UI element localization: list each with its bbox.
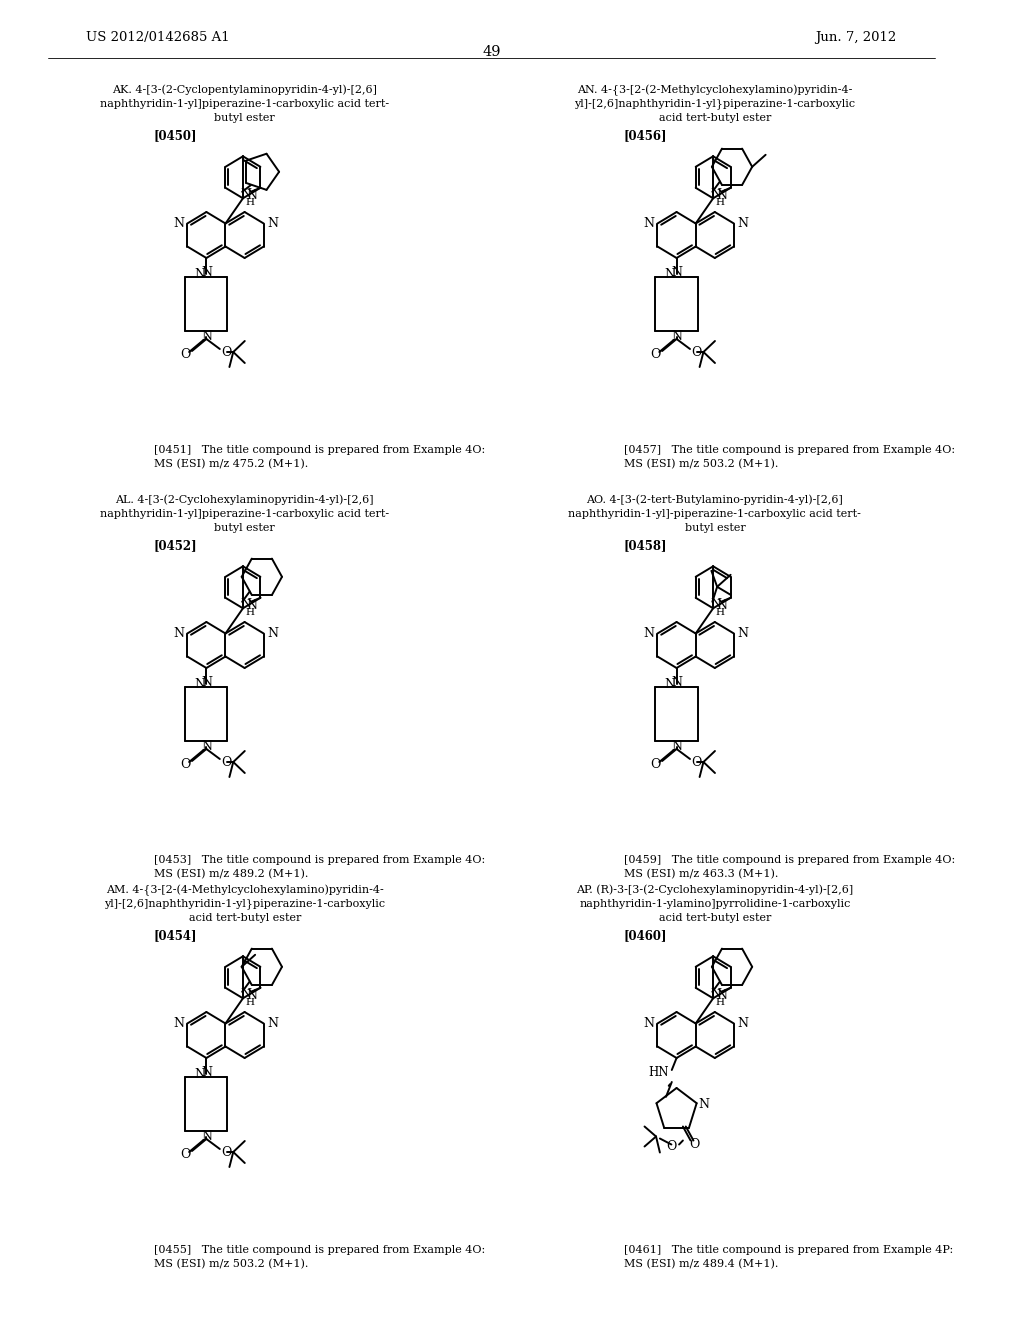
Text: N: N — [737, 216, 749, 230]
Text: [0451]   The title compound is prepared from Example 4O:: [0451] The title compound is prepared fr… — [154, 445, 484, 455]
Text: N: N — [267, 1016, 278, 1030]
Text: N: N — [246, 189, 257, 202]
Text: [0457]   The title compound is prepared from Example 4O:: [0457] The title compound is prepared fr… — [624, 445, 954, 455]
Text: naphthyridin-1-yl]piperazine-1-carboxylic acid tert-: naphthyridin-1-yl]piperazine-1-carboxyli… — [100, 99, 389, 110]
Text: N: N — [716, 599, 727, 611]
Text: N: N — [671, 676, 682, 689]
Text: [0460]: [0460] — [624, 929, 668, 942]
Text: N: N — [711, 598, 722, 611]
Text: O: O — [667, 1140, 677, 1152]
Text: AL. 4-[3-(2-Cyclohexylaminopyridin-4-yl)-[2,6]: AL. 4-[3-(2-Cyclohexylaminopyridin-4-yl)… — [116, 495, 374, 506]
Text: HN: HN — [648, 1067, 669, 1080]
Text: N: N — [716, 989, 727, 1002]
Text: yl]-[2,6]naphthyridin-1-yl}piperazine-1-carboxylic: yl]-[2,6]naphthyridin-1-yl}piperazine-1-… — [104, 899, 385, 909]
Text: N: N — [246, 989, 257, 1002]
Text: N: N — [201, 1130, 212, 1143]
Text: O: O — [180, 758, 190, 771]
Text: O: O — [691, 755, 701, 768]
Text: N: N — [173, 216, 184, 230]
Text: N: N — [671, 330, 682, 342]
Text: AK. 4-[3-(2-Cyclopentylaminopyridin-4-yl)-[2,6]: AK. 4-[3-(2-Cyclopentylaminopyridin-4-yl… — [113, 84, 377, 95]
Text: N: N — [643, 1016, 654, 1030]
Text: H: H — [716, 998, 725, 1007]
Text: H: H — [716, 609, 725, 618]
Text: N: N — [698, 1098, 709, 1111]
Text: MS (ESI) m/z 489.2 (M+1).: MS (ESI) m/z 489.2 (M+1). — [154, 869, 308, 879]
Text: O: O — [221, 1146, 231, 1159]
Text: O: O — [180, 1147, 190, 1160]
Text: butyl ester: butyl ester — [214, 114, 275, 123]
Text: H: H — [246, 998, 254, 1007]
Text: N: N — [671, 267, 682, 280]
Text: N: N — [195, 1068, 205, 1081]
Text: N: N — [195, 677, 205, 690]
Text: N: N — [195, 268, 205, 281]
Text: N: N — [241, 189, 252, 201]
Text: butyl ester: butyl ester — [214, 523, 275, 533]
Text: O: O — [650, 758, 660, 771]
Text: O: O — [689, 1138, 699, 1151]
Text: N: N — [241, 989, 252, 1002]
Text: [0454]: [0454] — [154, 929, 197, 942]
Text: [0450]: [0450] — [154, 129, 197, 143]
Text: acid tert-butyl ester: acid tert-butyl ester — [658, 114, 771, 123]
Text: H: H — [246, 609, 254, 618]
Text: acid tert-butyl ester: acid tert-butyl ester — [658, 913, 771, 923]
Text: N: N — [711, 189, 722, 201]
Text: naphthyridin-1-ylamino]pyrrolidine-1-carboxylic: naphthyridin-1-ylamino]pyrrolidine-1-car… — [580, 899, 851, 909]
Text: AM. 4-{3-[2-(4-Methylcyclohexylamino)pyridin-4-: AM. 4-{3-[2-(4-Methylcyclohexylamino)pyr… — [105, 884, 384, 896]
Text: yl]-[2,6]naphthyridin-1-yl}piperazine-1-carboxylic: yl]-[2,6]naphthyridin-1-yl}piperazine-1-… — [574, 99, 855, 110]
Text: N: N — [173, 627, 184, 640]
Text: N: N — [241, 598, 252, 611]
Text: AN. 4-{3-[2-(2-Methylcyclohexylamino)pyridin-4-: AN. 4-{3-[2-(2-Methylcyclohexylamino)pyr… — [578, 84, 853, 95]
Text: AP. (R)-3-[3-(2-Cyclohexylaminopyridin-4-yl)-[2,6]: AP. (R)-3-[3-(2-Cyclohexylaminopyridin-4… — [577, 884, 854, 895]
Text: N: N — [665, 677, 676, 690]
Text: N: N — [665, 268, 676, 281]
Text: MS (ESI) m/z 503.2 (M+1).: MS (ESI) m/z 503.2 (M+1). — [154, 1259, 308, 1269]
Text: US 2012/0142685 A1: US 2012/0142685 A1 — [86, 32, 230, 45]
Text: [0453]   The title compound is prepared from Example 4O:: [0453] The title compound is prepared fr… — [154, 855, 484, 865]
Text: N: N — [716, 189, 727, 202]
Text: [0461]   The title compound is prepared from Example 4P:: [0461] The title compound is prepared fr… — [624, 1245, 953, 1255]
Text: N: N — [711, 989, 722, 1002]
Text: N: N — [643, 216, 654, 230]
Text: [0452]: [0452] — [154, 540, 198, 553]
Text: naphthyridin-1-yl]-piperazine-1-carboxylic acid tert-: naphthyridin-1-yl]-piperazine-1-carboxyl… — [568, 510, 861, 519]
Text: Jun. 7, 2012: Jun. 7, 2012 — [815, 32, 896, 45]
Text: MS (ESI) m/z 475.2 (M+1).: MS (ESI) m/z 475.2 (M+1). — [154, 459, 308, 469]
Text: N: N — [643, 627, 654, 640]
Text: MS (ESI) m/z 489.4 (M+1).: MS (ESI) m/z 489.4 (M+1). — [624, 1259, 778, 1269]
Text: O: O — [691, 346, 701, 359]
Text: MS (ESI) m/z 463.3 (M+1).: MS (ESI) m/z 463.3 (M+1). — [624, 869, 778, 879]
Text: O: O — [180, 347, 190, 360]
Text: MS (ESI) m/z 503.2 (M+1).: MS (ESI) m/z 503.2 (M+1). — [624, 459, 778, 469]
Text: N: N — [267, 627, 278, 640]
Text: O: O — [650, 347, 660, 360]
Text: N: N — [737, 1016, 749, 1030]
Text: [0456]: [0456] — [624, 129, 668, 143]
Text: naphthyridin-1-yl]piperazine-1-carboxylic acid tert-: naphthyridin-1-yl]piperazine-1-carboxyli… — [100, 510, 389, 519]
Text: acid tert-butyl ester: acid tert-butyl ester — [188, 913, 301, 923]
Text: H: H — [246, 198, 254, 207]
Text: N: N — [201, 676, 212, 689]
Text: [0458]: [0458] — [624, 540, 668, 553]
Text: N: N — [246, 599, 257, 611]
Text: N: N — [201, 267, 212, 280]
Text: N: N — [201, 330, 212, 342]
Text: N: N — [671, 739, 682, 752]
Text: O: O — [221, 346, 231, 359]
Text: N: N — [201, 739, 212, 752]
Text: O: O — [221, 755, 231, 768]
Text: N: N — [173, 1016, 184, 1030]
Text: butyl ester: butyl ester — [684, 523, 745, 533]
Text: [0455]   The title compound is prepared from Example 4O:: [0455] The title compound is prepared fr… — [154, 1245, 484, 1255]
Text: N: N — [201, 1067, 212, 1080]
Text: H: H — [716, 198, 725, 207]
Text: [0459]   The title compound is prepared from Example 4O:: [0459] The title compound is prepared fr… — [624, 855, 955, 865]
Text: N: N — [267, 216, 278, 230]
Text: 49: 49 — [482, 45, 501, 59]
Text: N: N — [737, 627, 749, 640]
Text: AO. 4-[3-(2-tert-Butylamino-pyridin-4-yl)-[2,6]: AO. 4-[3-(2-tert-Butylamino-pyridin-4-yl… — [587, 495, 844, 506]
